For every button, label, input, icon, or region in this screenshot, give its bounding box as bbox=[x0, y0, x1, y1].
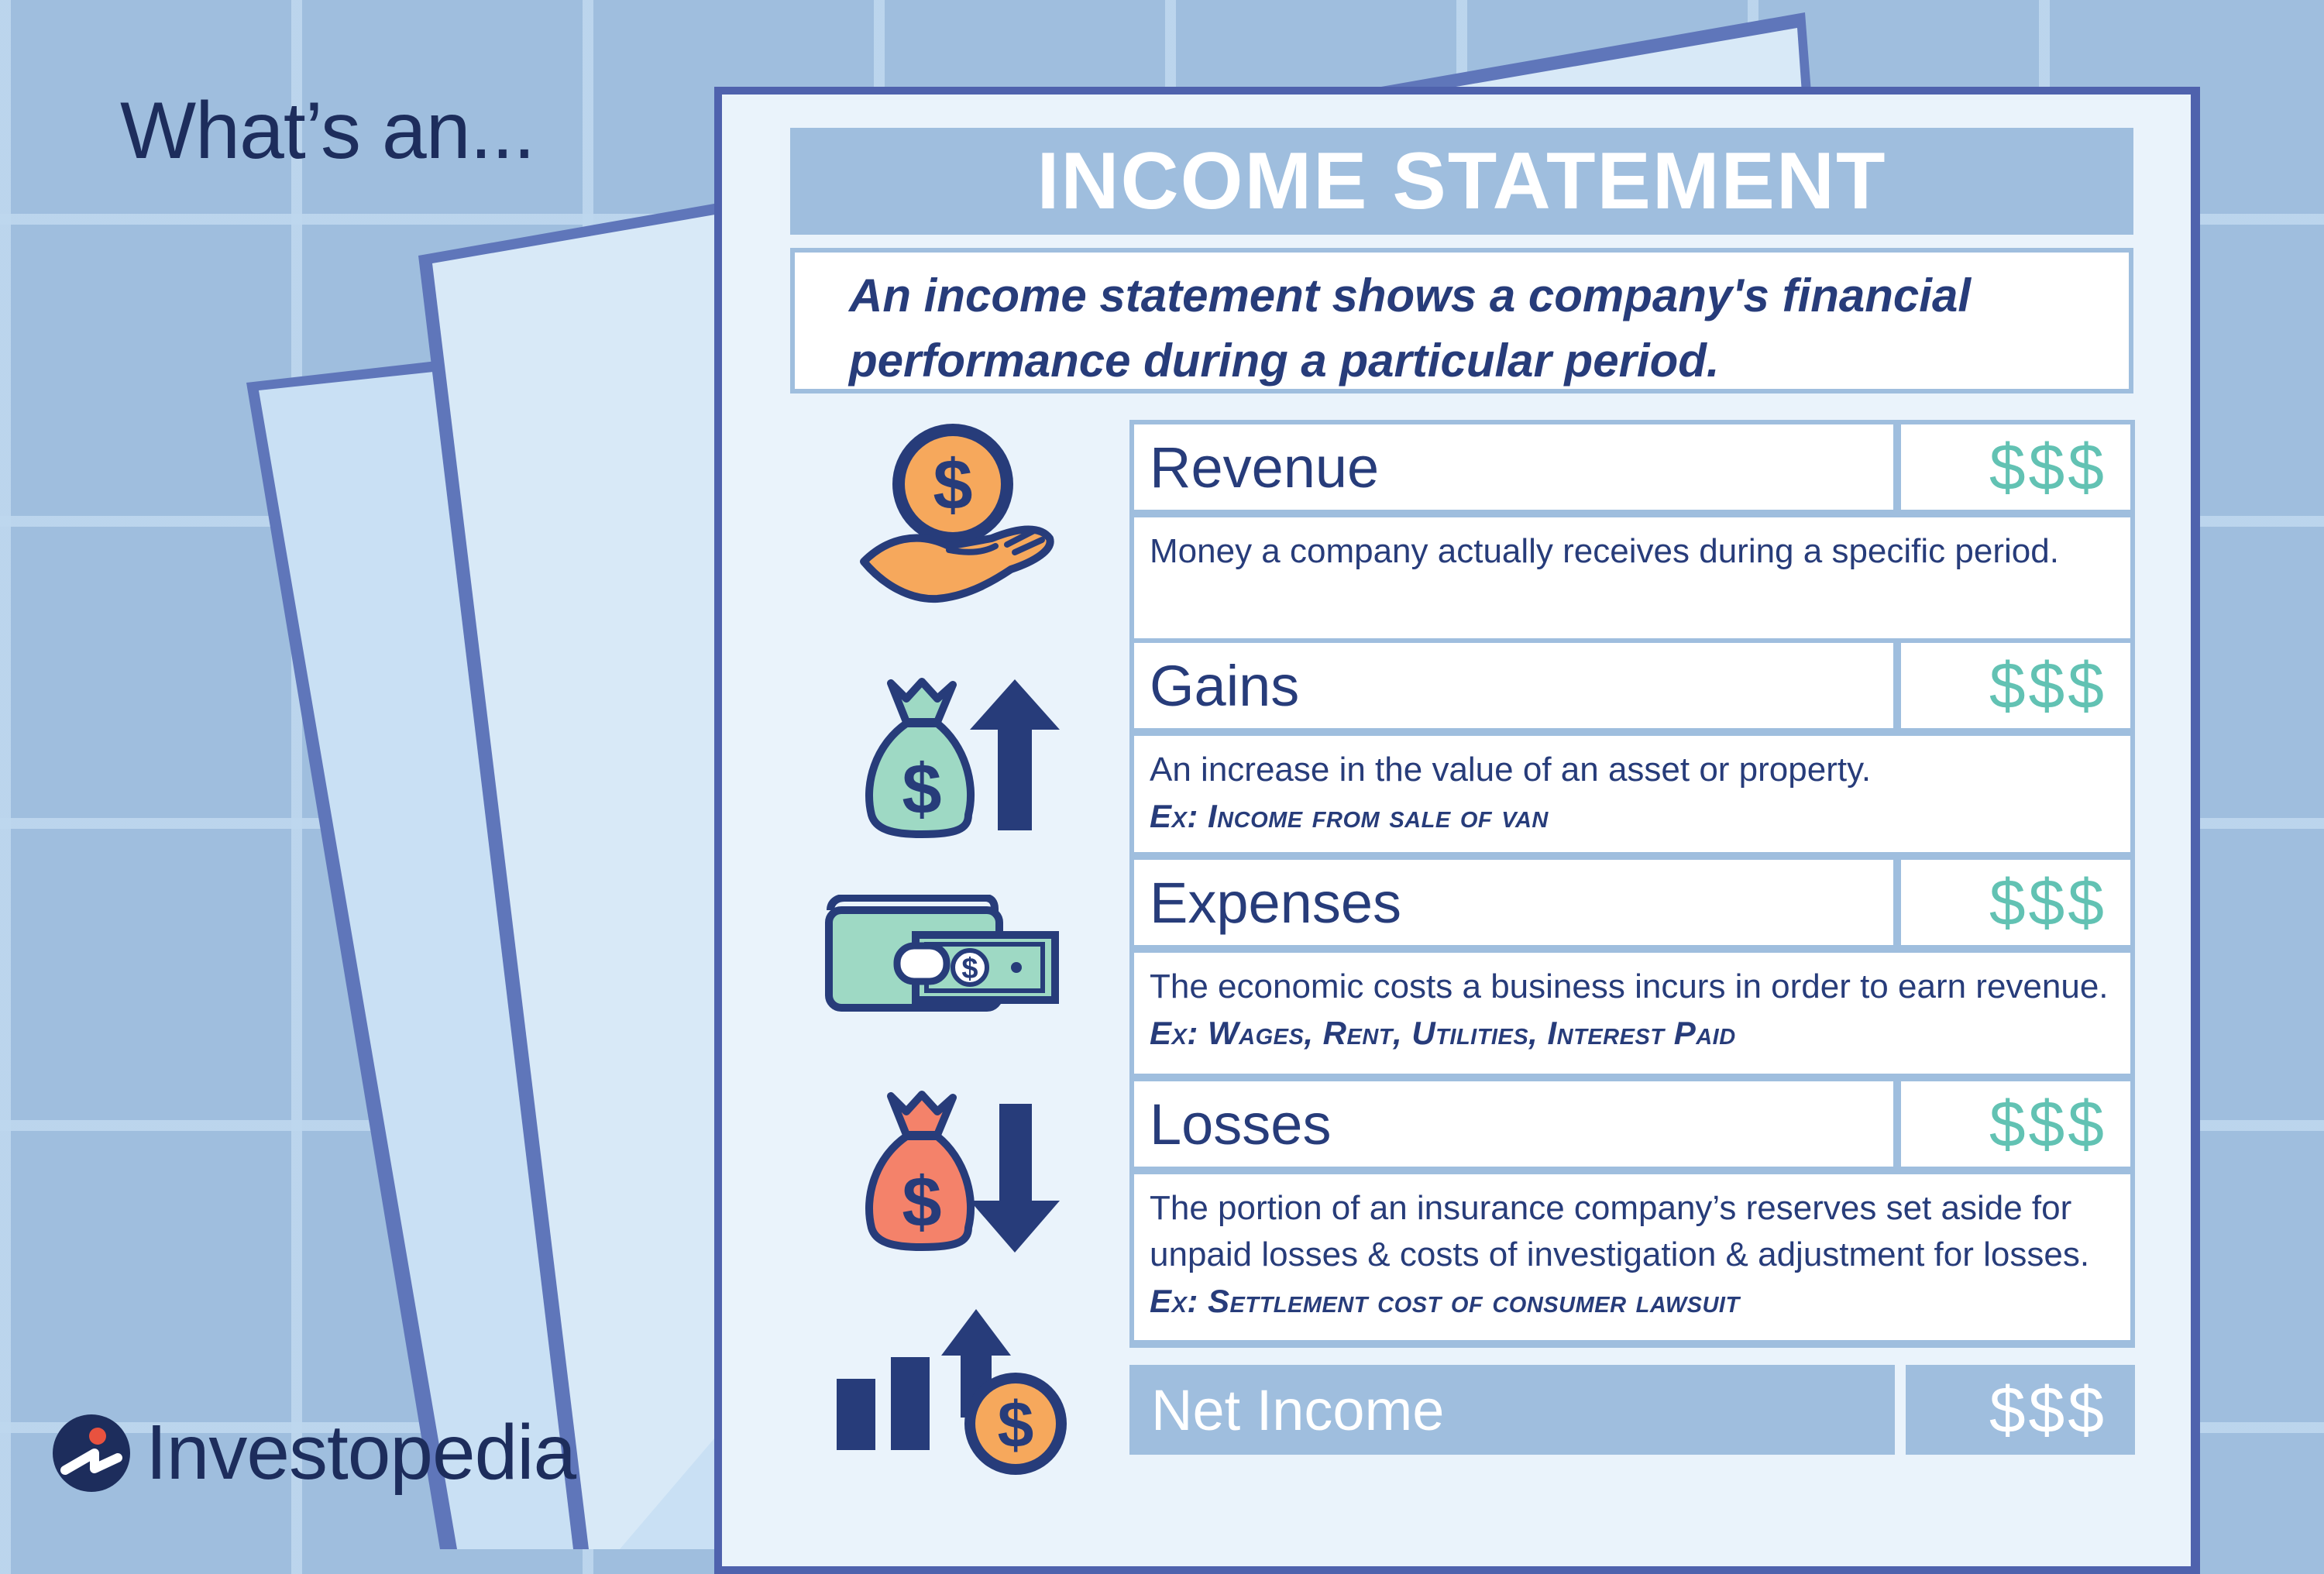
row-description-text: The portion of an insurance company’s re… bbox=[1150, 1189, 2090, 1273]
net-income-amount-cell: $$$ bbox=[1906, 1365, 2135, 1455]
net-income-label: Net Income bbox=[1151, 1377, 1445, 1442]
money-bag-up-arrow-icon: $ bbox=[865, 678, 1060, 838]
growth-chart-coin-icon: $ bbox=[837, 1309, 1067, 1475]
row-amount: $$$ bbox=[1989, 648, 2107, 722]
row-amount: $$$ bbox=[1989, 430, 2107, 503]
row-amount-cell: $$$ bbox=[1901, 860, 2130, 945]
svg-text:$: $ bbox=[961, 953, 978, 985]
row-name-cell: Losses bbox=[1134, 1081, 1893, 1167]
row-description: An increase in the value of an asset or … bbox=[1134, 736, 2130, 852]
headline: What’s an... bbox=[120, 86, 535, 176]
brand-logo: Investopedia bbox=[51, 1408, 576, 1497]
brand-name: Investopedia bbox=[146, 1409, 576, 1496]
row-amount-cell: $$$ bbox=[1901, 643, 2130, 728]
row-name: Losses bbox=[1150, 1091, 1332, 1156]
money-bag-down-arrow-icon: $ bbox=[865, 1091, 1060, 1253]
row-description: Money a company actually receives during… bbox=[1134, 517, 2130, 638]
wallet-cash-icon: $ bbox=[825, 895, 1059, 1012]
row-name: Gains bbox=[1150, 653, 1300, 718]
row-amount-cell: $$$ bbox=[1901, 424, 2130, 510]
hand-holding-coin-icon: $ bbox=[860, 424, 1054, 603]
row-description-text: The economic costs a business incurs in … bbox=[1150, 967, 2109, 1005]
row-example: Ex: Settlement cost of consumer lawsuit bbox=[1150, 1283, 1740, 1319]
row-name: Expenses bbox=[1150, 870, 1401, 935]
definition-text: An income statement shows a company's fi… bbox=[849, 270, 1971, 387]
row-example: Ex: Wages, Rent, Utilities, Interest Pai… bbox=[1150, 1015, 1736, 1051]
row-amount: $$$ bbox=[1989, 865, 2107, 939]
row-name: Revenue bbox=[1150, 435, 1380, 500]
row-name-cell: Revenue bbox=[1134, 424, 1893, 510]
row-amount-cell: $$$ bbox=[1901, 1081, 2130, 1167]
row-example: Ex: Income from sale of van bbox=[1150, 798, 1549, 834]
definition-box: An income statement shows a company's fi… bbox=[790, 248, 2133, 394]
row-description-text: An increase in the value of an asset or … bbox=[1150, 751, 1872, 789]
net-income-label-cell: Net Income bbox=[1129, 1365, 1895, 1455]
row-description: The portion of an insurance company’s re… bbox=[1134, 1174, 2130, 1340]
title-bar: INCOME STATEMENT bbox=[790, 128, 2133, 235]
svg-text:$: $ bbox=[902, 1163, 941, 1242]
net-income-amount: $$$ bbox=[1989, 1373, 2107, 1446]
row-description: The economic costs a business incurs in … bbox=[1134, 953, 2130, 1074]
svg-text:$: $ bbox=[933, 445, 972, 524]
row-amount: $$$ bbox=[1989, 1087, 2107, 1160]
investopedia-logo-icon bbox=[53, 1414, 130, 1492]
svg-text:$: $ bbox=[902, 750, 941, 829]
page-title: INCOME STATEMENT bbox=[1037, 136, 1887, 226]
row-description-text: Money a company actually receives during… bbox=[1150, 532, 2059, 570]
svg-text:$: $ bbox=[998, 1388, 1034, 1461]
row-name-cell: Gains bbox=[1134, 643, 1893, 728]
row-name-cell: Expenses bbox=[1134, 860, 1893, 945]
